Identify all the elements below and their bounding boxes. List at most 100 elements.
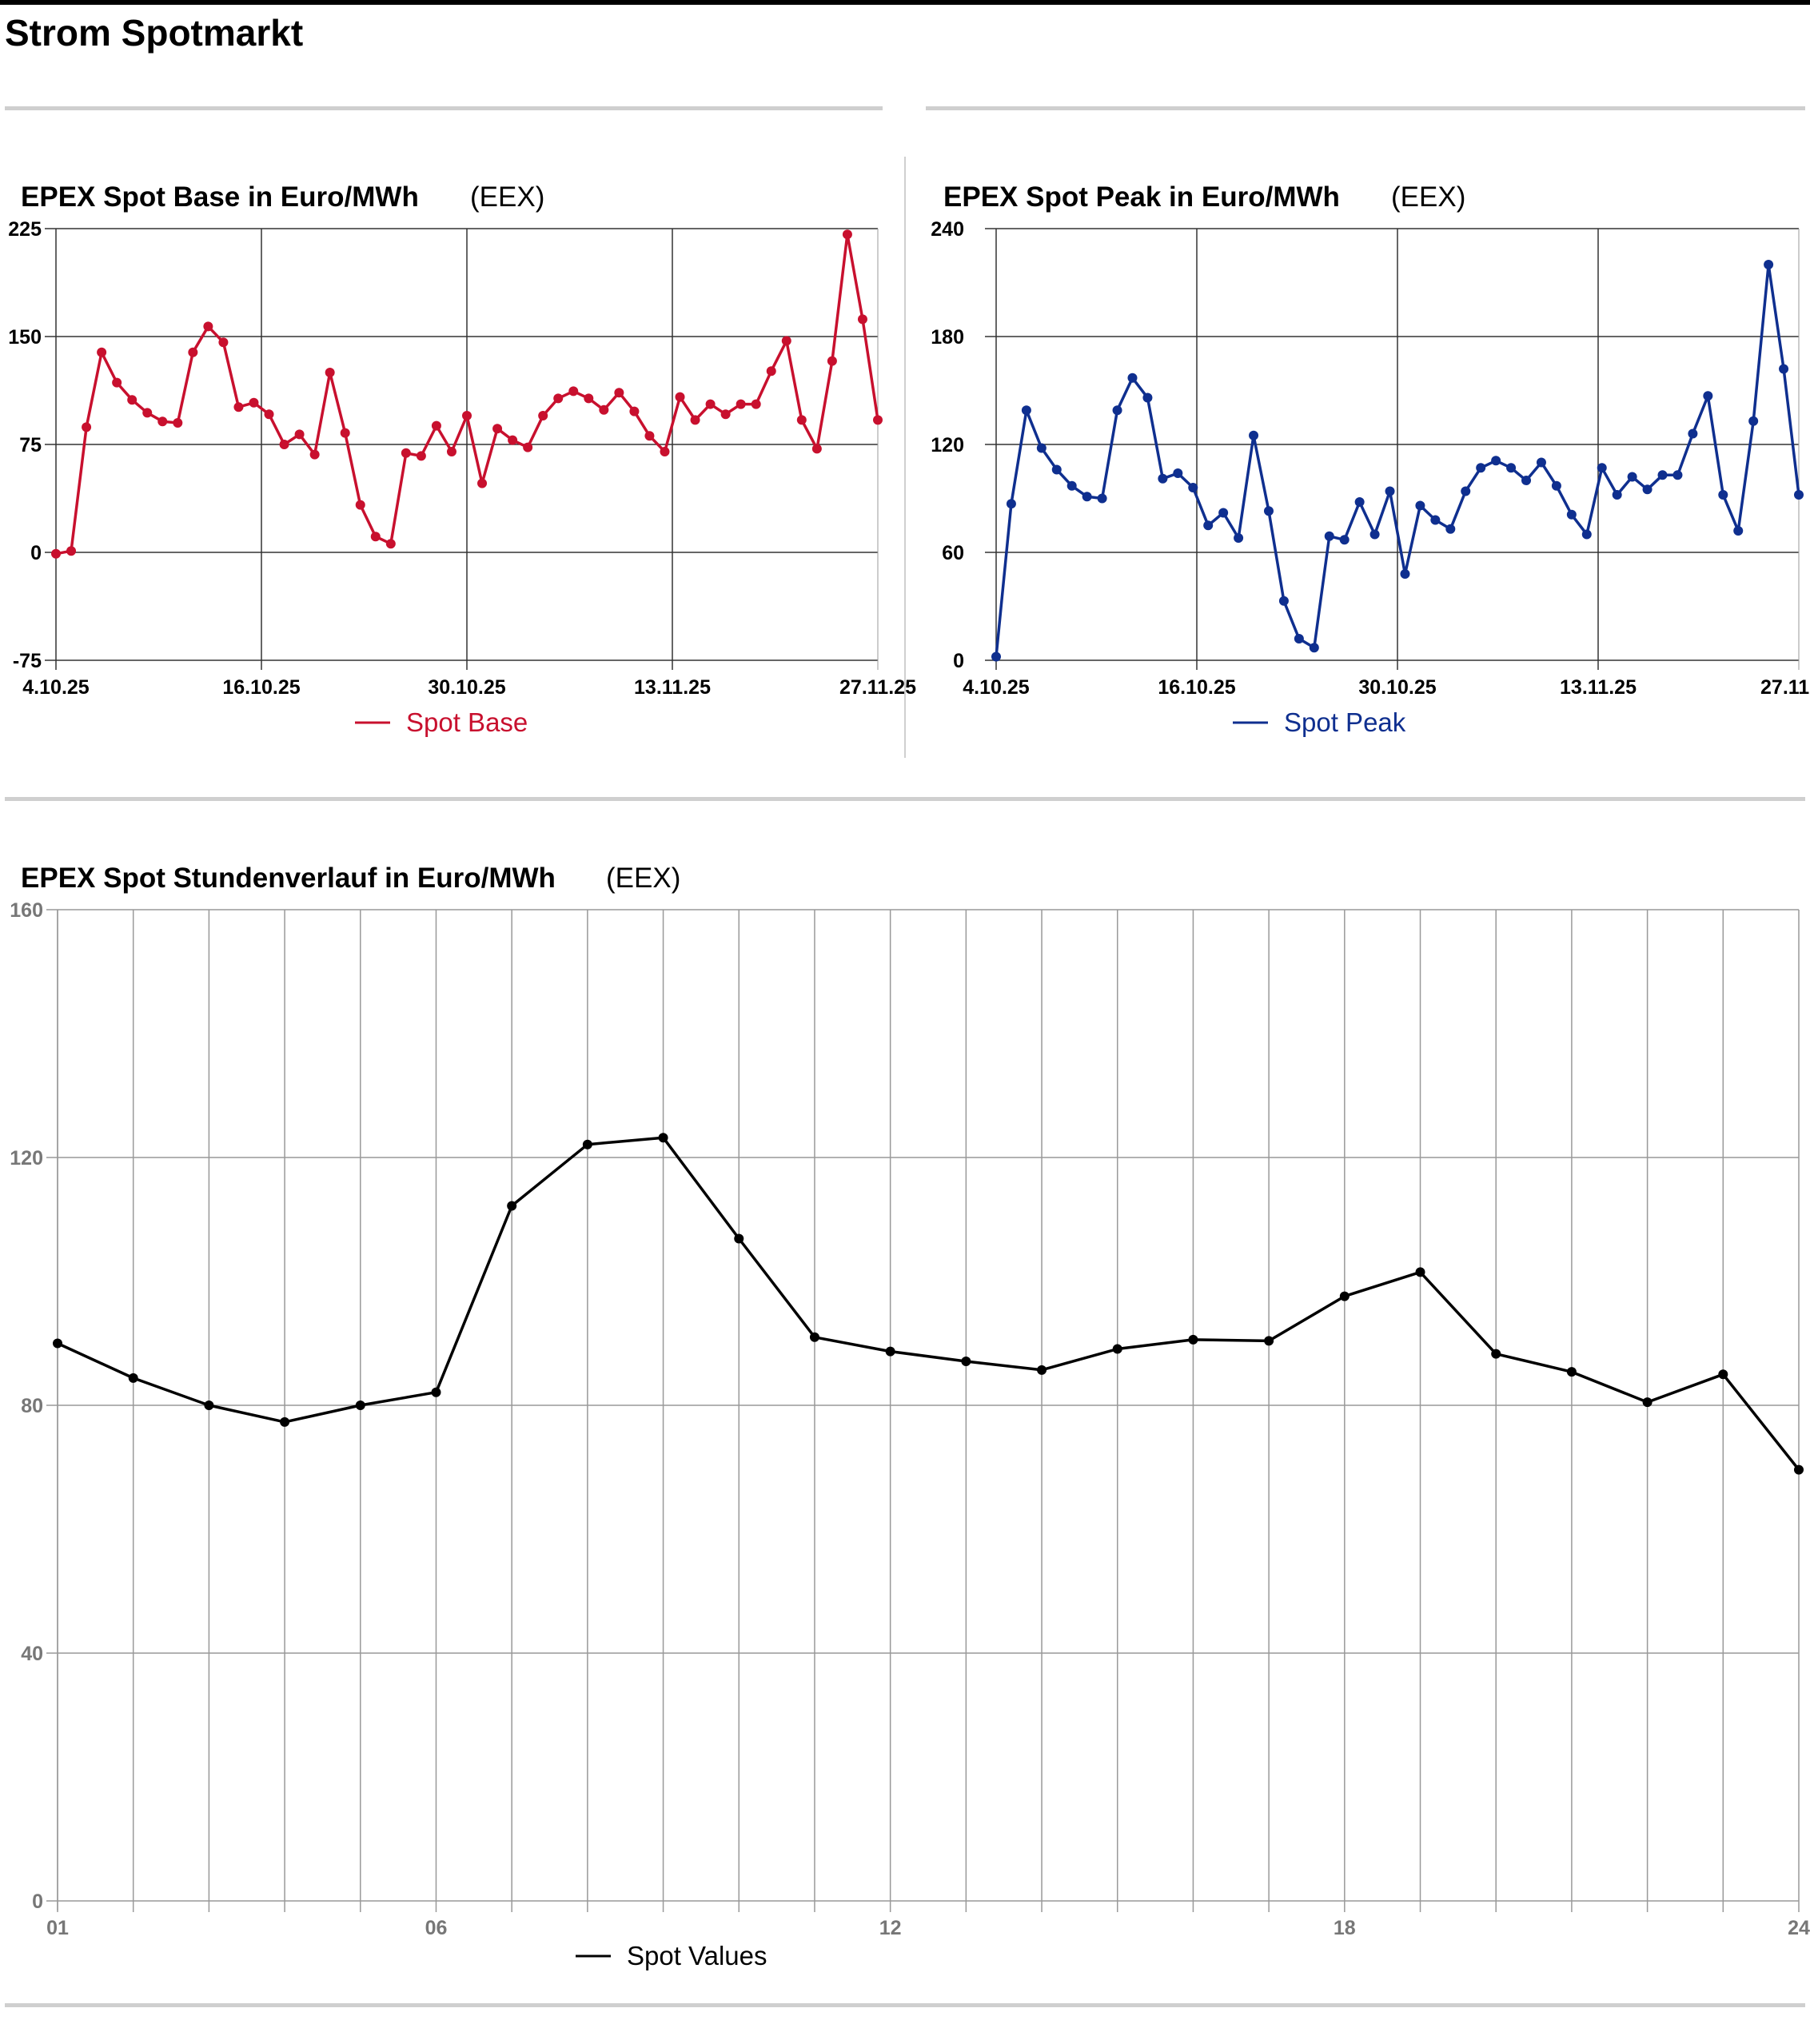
- data-point: [1218, 508, 1229, 518]
- chart-source: (EEX): [1391, 181, 1465, 213]
- data-point: [51, 548, 61, 559]
- data-point: [1127, 373, 1138, 383]
- x-tick-label: 30.10.25: [1358, 676, 1436, 699]
- data-point: [355, 500, 365, 510]
- data-point: [1476, 463, 1486, 473]
- chart-source: (EEX): [470, 181, 544, 213]
- data-point: [675, 392, 685, 402]
- data-point: [1294, 634, 1304, 643]
- legend-label: Spot Base: [406, 707, 528, 737]
- data-point: [249, 397, 259, 408]
- data-point: [1188, 1334, 1198, 1345]
- data-point: [658, 1133, 668, 1143]
- data-point: [1445, 524, 1456, 534]
- data-point: [1415, 500, 1425, 511]
- data-point: [1551, 480, 1561, 491]
- data-point: [857, 314, 867, 325]
- data-point: [204, 1401, 214, 1410]
- data-point: [279, 440, 289, 449]
- chart-title: EPEX Spot Stundenverlauf in Euro/MWh: [21, 863, 556, 894]
- data-point: [1188, 483, 1198, 492]
- data-point: [401, 448, 411, 458]
- data-point: [385, 539, 396, 549]
- data-point: [582, 1139, 592, 1150]
- data-point: [492, 424, 503, 434]
- chart-title: EPEX Spot Base in Euro/MWh: [21, 181, 419, 213]
- data-point: [1385, 486, 1395, 496]
- data-point: [1627, 472, 1637, 482]
- data-point: [294, 429, 305, 440]
- chart-title: EPEX Spot Peak in Euro/MWh: [943, 181, 1340, 213]
- data-point: [1339, 1291, 1350, 1301]
- data-point: [660, 447, 670, 456]
- y-tick-label: 150: [8, 326, 42, 349]
- data-point: [1339, 535, 1350, 545]
- y-tick-label: 120: [931, 434, 964, 456]
- chart-hourly: EPEX Spot Stundenverlauf in Euro/MWh (EEX…: [10, 863, 1810, 1970]
- data-point: [1733, 526, 1744, 536]
- data-point: [1234, 533, 1244, 543]
- legend-label: Spot Values: [627, 1941, 767, 1970]
- data-point: [1764, 260, 1774, 269]
- data-point: [705, 399, 716, 409]
- data-point: [1779, 364, 1789, 374]
- data-point: [568, 386, 579, 396]
- data-point: [1006, 499, 1016, 509]
- data-point: [690, 415, 700, 425]
- x-tick-label: 24: [1788, 1917, 1810, 1939]
- data-point: [1066, 480, 1077, 491]
- data-point: [1718, 490, 1728, 500]
- data-point: [1581, 529, 1592, 540]
- data-point: [1173, 468, 1183, 478]
- data-point: [1566, 1367, 1577, 1377]
- data-point: [1703, 391, 1713, 401]
- data-point: [1249, 430, 1259, 440]
- data-point: [446, 447, 456, 456]
- data-point: [340, 428, 350, 438]
- data-point: [280, 1416, 290, 1427]
- data-point: [1688, 428, 1698, 439]
- x-tick-label: 30.10.25: [428, 676, 505, 699]
- data-point: [1612, 490, 1622, 500]
- data-point: [1566, 509, 1577, 520]
- data-point: [1672, 470, 1683, 480]
- x-tick-label: 01: [46, 1917, 69, 1939]
- data-point: [781, 336, 791, 346]
- x-tick-label: 13.11.25: [1560, 676, 1637, 699]
- data-point: [1430, 515, 1441, 525]
- data-point: [462, 411, 472, 420]
- y-tick-label: 0: [32, 1891, 43, 1913]
- data-point: [1263, 506, 1274, 516]
- data-point: [142, 408, 153, 418]
- data-point: [961, 1356, 971, 1366]
- data-point: [507, 1201, 517, 1211]
- data-point: [1400, 569, 1410, 579]
- data-point: [1748, 416, 1759, 426]
- y-tick-label: 40: [21, 1643, 43, 1665]
- data-point: [885, 1346, 895, 1357]
- x-tick-label: 12: [879, 1917, 902, 1939]
- data-point: [1521, 476, 1532, 485]
- chart-base: EPEX Spot Base in Euro/MWh (EEX) 225 150 75 0…: [8, 181, 916, 737]
- x-tick-label: 27.11.25: [1760, 676, 1810, 699]
- data-point: [720, 409, 731, 420]
- data-point: [1642, 1397, 1653, 1408]
- data-point: [1597, 463, 1607, 473]
- data-point: [584, 393, 594, 404]
- data-point: [1037, 1365, 1047, 1375]
- data-point: [1112, 405, 1122, 416]
- data-point: [1491, 456, 1501, 466]
- x-tick-label: 13.11.25: [634, 676, 711, 699]
- chart-peak: EPEX Spot Peak in Euro/MWh (EEX) 240 180 120…: [931, 181, 1810, 737]
- data-point: [508, 435, 518, 445]
- x-tick-label: 16.10.25: [222, 676, 300, 699]
- data-point: [53, 1338, 62, 1349]
- data-point: [811, 444, 822, 454]
- data-point: [370, 532, 381, 542]
- data-point: [416, 451, 426, 461]
- y-tick-label: 160: [10, 899, 43, 922]
- x-tick-label: 4.10.25: [963, 676, 1030, 699]
- data-point: [128, 1373, 138, 1383]
- data-point: [1158, 473, 1168, 484]
